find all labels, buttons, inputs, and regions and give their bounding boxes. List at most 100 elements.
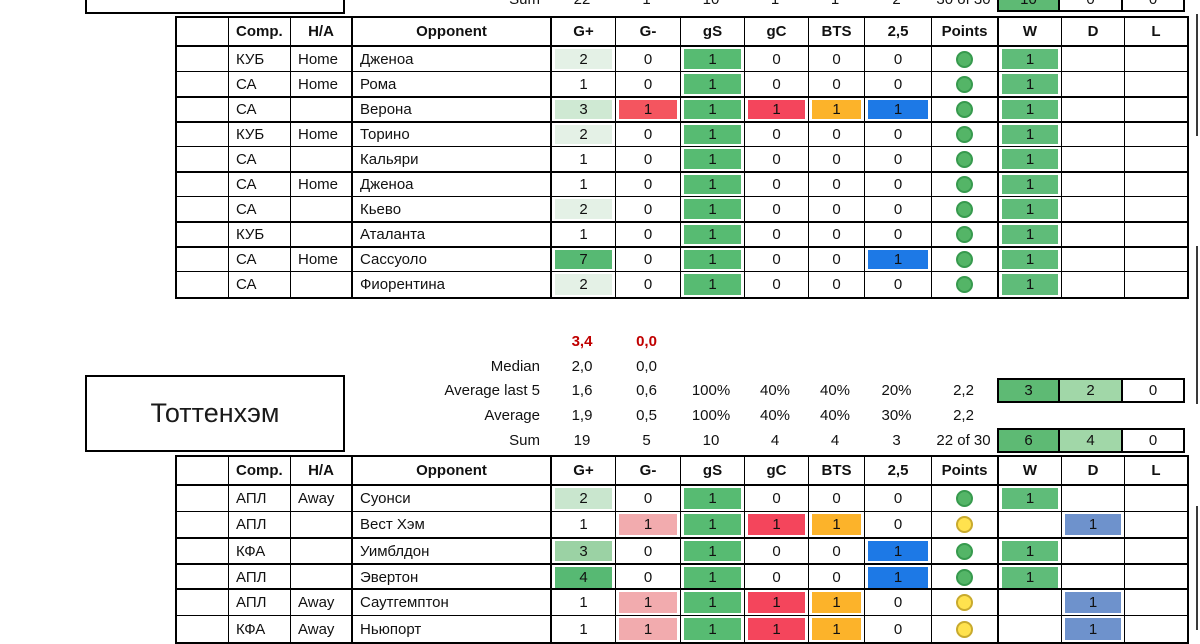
cell-comp[interactable]: СА [229,97,291,122]
stats-cell-over25[interactable]: 2 [863,0,930,12]
cell-l[interactable] [1125,590,1187,616]
cell-points[interactable] [932,512,999,538]
stats-cell-l[interactable] [1123,403,1185,428]
cell-ha[interactable]: Home [291,47,353,72]
cell-gc[interactable]: 1 [745,97,809,122]
cell-gs[interactable]: 1 [681,222,745,247]
cell-bts[interactable]: 0 [809,272,865,297]
cell-opponent[interactable]: Сассуоло [353,247,552,272]
header-gplus[interactable]: G+ [552,18,616,47]
stats-label[interactable]: Sum [509,432,540,449]
cell-gplus[interactable]: 1 [552,222,616,247]
cell-gminus[interactable]: 0 [616,172,681,197]
cell-opponent[interactable]: Фиорентина [353,272,552,297]
cell-ha[interactable] [291,564,353,590]
stats-cell-gc[interactable] [743,354,807,379]
header-opponent[interactable]: Opponent [353,18,552,47]
cell-gminus[interactable]: 1 [616,616,681,642]
cell-gplus[interactable]: 1 [552,616,616,642]
header-bts[interactable]: BTS [809,18,865,47]
stats-cell-d[interactable] [1060,354,1123,379]
stats-cell-over25[interactable] [863,354,930,379]
stats-cell-points[interactable]: 30 of 30 [930,0,997,12]
cell-rowhead[interactable] [177,197,229,222]
cell-gplus[interactable]: 2 [552,486,616,512]
cell-gminus[interactable]: 0 [616,197,681,222]
cell-comp[interactable]: СА [229,247,291,272]
cell-points[interactable] [932,147,999,172]
cell-d[interactable] [1062,538,1125,564]
header-gc[interactable]: gC [745,18,809,47]
stats-cell-gminus[interactable]: 0,0 [636,358,657,375]
summary-w-box[interactable]: 6 [997,428,1060,453]
cell-rowhead[interactable] [177,564,229,590]
cell-gs[interactable]: 1 [681,122,745,147]
stats-cell-bts[interactable]: 1 [807,0,863,12]
stats-cell-points[interactable] [930,354,997,379]
cell-rowhead[interactable] [177,147,229,172]
cell-over25[interactable]: 1 [865,538,932,564]
cell-comp[interactable]: АПЛ [229,486,291,512]
stats-cell-bts[interactable]: 4 [830,432,840,449]
cell-points[interactable] [932,616,999,642]
cell-gminus[interactable]: 1 [616,512,681,538]
cell-d[interactable]: 1 [1062,512,1125,538]
cell-over25[interactable]: 0 [865,272,932,297]
cell-w[interactable]: 1 [999,247,1062,272]
stats-cell-d[interactable]: 2 [1058,378,1123,403]
cell-comp[interactable]: КФА [229,538,291,564]
stats-cell-l[interactable]: 0 [1121,378,1185,403]
cell-over25[interactable]: 0 [865,72,932,97]
cell-gs[interactable]: 1 [681,72,745,97]
cell-gplus[interactable]: 2 [552,197,616,222]
cell-gplus[interactable]: 2 [552,122,616,147]
cell-gc[interactable]: 0 [745,147,809,172]
cell-comp[interactable]: КФА [229,616,291,642]
cell-gminus[interactable]: 0 [616,486,681,512]
cell-d[interactable] [1062,172,1125,197]
cell-bts[interactable]: 0 [809,47,865,72]
cell-gs[interactable]: 1 [681,512,745,538]
cell-rowhead[interactable] [177,512,229,538]
stats-label[interactable]: Average [484,407,540,424]
stats-cell-gplus[interactable]: 2,0 [571,358,593,375]
summary-w-box[interactable]: 3 [997,378,1060,403]
cell-w[interactable]: 1 [999,197,1062,222]
stats-cell-gminus[interactable]: 0,0 [636,333,657,350]
stats-cell-l[interactable] [1123,329,1185,354]
cell-gc[interactable]: 0 [745,272,809,297]
cell-l[interactable] [1125,72,1187,97]
cell-points[interactable] [932,247,999,272]
stats-cell-over25[interactable]: 20% [881,382,912,399]
cell-opponent[interactable]: Суонси [353,486,552,512]
stats-cell-l[interactable] [1123,354,1185,379]
cell-rowhead[interactable] [177,247,229,272]
stats-cell-gs[interactable]: 10 [702,432,720,449]
cell-bts[interactable]: 0 [809,538,865,564]
cell-comp[interactable]: СА [229,172,291,197]
cell-w[interactable]: 1 [999,47,1062,72]
cell-gc[interactable]: 1 [745,512,809,538]
cell-ha[interactable] [291,147,353,172]
cell-w[interactable] [999,512,1062,538]
cell-comp[interactable]: КУБ [229,47,291,72]
cell-rowhead[interactable] [177,538,229,564]
stats-cell-bts[interactable]: 40% [819,407,851,424]
header-w[interactable]: W [999,457,1062,486]
cell-gminus[interactable]: 0 [616,47,681,72]
cell-gplus[interactable]: 3 [552,97,616,122]
cell-points[interactable] [932,486,999,512]
cell-ha[interactable]: Away [291,486,353,512]
cell-l[interactable] [1125,122,1187,147]
cell-d[interactable] [1062,197,1125,222]
cell-points[interactable] [932,97,999,122]
cell-gc[interactable]: 0 [745,72,809,97]
header-ha[interactable]: H/A [291,457,353,486]
cell-rowhead[interactable] [177,122,229,147]
cell-points[interactable] [932,272,999,297]
cell-gplus[interactable]: 1 [552,590,616,616]
header-over25[interactable]: 2,5 [865,18,932,47]
stats-label[interactable]: Sum [351,0,550,12]
stats-cell-w[interactable]: 6 [997,428,1060,453]
cell-comp[interactable]: АПЛ [229,564,291,590]
